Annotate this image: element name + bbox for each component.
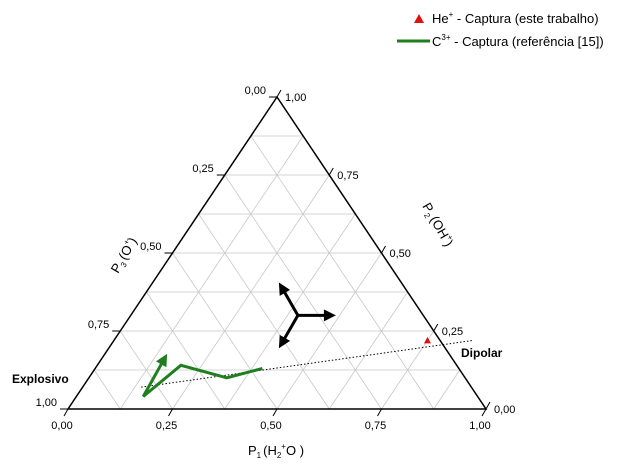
tick-label-right: 1,00	[285, 92, 306, 104]
tick-label-left: 0,50	[140, 241, 161, 253]
tick-label-bottom: 1,00	[469, 420, 490, 432]
grid-line	[433, 369, 461, 410]
tick-mark-right	[433, 323, 439, 332]
tick-label-right: 0,00	[494, 404, 515, 416]
tick-label-right: 0,75	[337, 170, 358, 182]
tick-label-left: 0,25	[192, 163, 213, 175]
tick-mark-bottom	[63, 408, 69, 417]
tick-label-bottom: 0,25	[156, 420, 177, 432]
legend-he-marker	[414, 14, 424, 23]
tick-label-bottom: 0,00	[51, 420, 72, 432]
tick-label-right: 0,25	[442, 326, 463, 338]
direction-arrow-shaft	[282, 314, 300, 342]
legend-he-label: He+ - Captura (este trabalho)	[432, 10, 599, 26]
series-c3-arrowhead	[155, 353, 168, 368]
direction-arrows	[278, 282, 336, 349]
svg-text:P1(H2+O ): P1 (H2+O )	[248, 442, 304, 460]
tick-label-left: 1,00	[36, 397, 57, 409]
series-c3-line	[141, 358, 263, 398]
tick-mark-bottom	[377, 408, 382, 417]
grid-line	[172, 252, 278, 410]
axis-label-p1: P1 (H2+O )	[248, 442, 304, 460]
grid-line	[381, 330, 435, 410]
label-dipolar: Dipolar	[461, 346, 503, 360]
grid-line	[93, 369, 121, 410]
tick-mark-right	[328, 167, 334, 176]
tick-label-left: 0,00	[245, 85, 266, 97]
tick-label-left: 0,75	[88, 319, 109, 331]
grid-line	[198, 213, 330, 410]
tick-label-bottom: 0,75	[365, 420, 386, 432]
grid-line	[276, 252, 382, 410]
axis-label-p2: P2(OH+)	[418, 200, 458, 251]
grid-lines	[93, 135, 461, 410]
tick-mark-bottom	[168, 408, 173, 417]
tick-mark-right	[381, 245, 386, 254]
grid-line	[224, 213, 356, 410]
series-he-point	[423, 336, 431, 344]
grid-line	[119, 135, 304, 410]
legend: He+ - Captura (este trabalho) C3+ - Capt…	[397, 10, 604, 49]
label-explosivo: Explosivo	[12, 372, 69, 386]
svg-text:P3(O+): P3(O+)	[107, 234, 142, 276]
legend-c3-label: C3+ - Captura (referência [15])	[432, 33, 604, 49]
direction-arrow-shaft	[282, 289, 300, 317]
direction-arrow-head	[278, 282, 291, 296]
grid-line	[250, 135, 435, 410]
axis-label-p3: P3(O+)	[107, 234, 142, 276]
tick-label-bottom: 0,50	[260, 420, 281, 432]
tick-mark-bottom	[272, 408, 278, 417]
grid-line	[328, 291, 408, 410]
tick-marks	[60, 89, 491, 417]
direction-arrow-head	[323, 309, 336, 322]
grid-line	[146, 291, 226, 410]
tick-label-right: 0,50	[390, 248, 411, 260]
tick-mark-right	[276, 89, 282, 98]
tick-labels: 0,00 1,00 0,00 0,25 0,75 0,25 0,50 0,50 0,50 0,75…	[36, 85, 516, 432]
tick-mark-bottom	[481, 408, 487, 417]
direction-arrow-head	[278, 334, 291, 349]
grid-line	[119, 330, 173, 410]
tick-mark-right	[485, 401, 491, 410]
svg-text:P2(OH+): P2(OH+)	[418, 200, 458, 251]
